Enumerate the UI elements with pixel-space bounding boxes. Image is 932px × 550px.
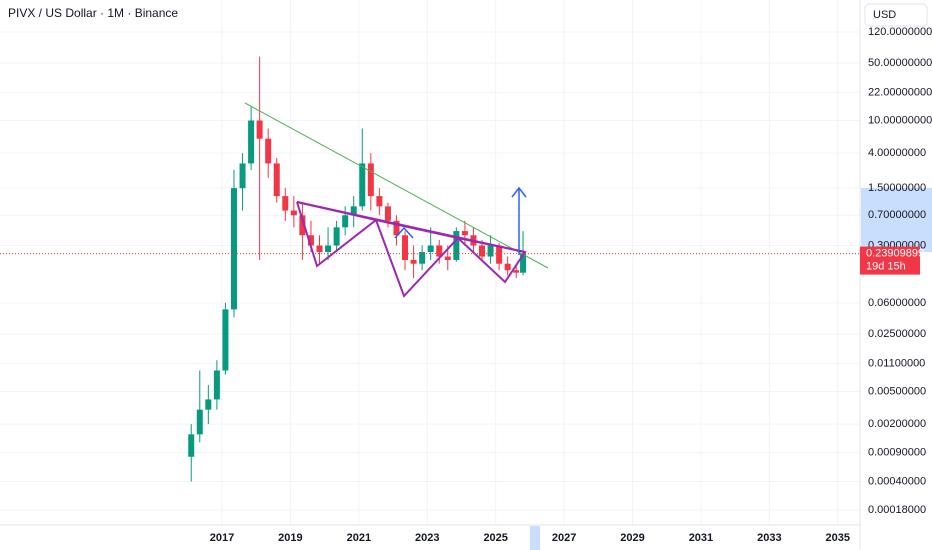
candle-body xyxy=(376,196,383,207)
axis-highlight xyxy=(861,188,932,252)
candle-body xyxy=(487,245,494,257)
grid xyxy=(0,0,860,525)
y-tick-label: 0.70000000 xyxy=(868,209,926,221)
x-tick-label: 2021 xyxy=(347,532,371,544)
candle-body xyxy=(461,231,468,236)
candle-body xyxy=(436,245,443,257)
y-tick-label: 0.01100000 xyxy=(868,357,925,369)
candle-body xyxy=(393,220,400,236)
y-tick-label: 0.00500000 xyxy=(868,385,926,397)
x-tick-label: 2029 xyxy=(620,532,644,544)
arrow xyxy=(394,226,414,239)
y-tick-label: 1.50000000 xyxy=(868,182,926,194)
candle-body xyxy=(453,231,460,260)
candle-body xyxy=(239,163,246,189)
candle-body xyxy=(342,215,349,228)
pattern xyxy=(296,201,527,298)
neckline xyxy=(296,201,526,253)
candle-body xyxy=(273,163,280,197)
x-tick-label: 2035 xyxy=(826,532,850,544)
candle-body xyxy=(196,409,203,435)
trendline xyxy=(244,102,549,269)
candle-body xyxy=(299,215,306,236)
candle-body xyxy=(205,399,212,410)
candle-body xyxy=(402,235,409,260)
candle-body xyxy=(188,434,195,457)
x-tick-label: 2027 xyxy=(552,532,576,544)
y-tick-label: 0.06000000 xyxy=(868,297,926,309)
target-arrow-head xyxy=(511,186,527,198)
candle-body xyxy=(427,245,434,253)
y-tick-label: 10.00000000 xyxy=(868,114,932,126)
price-tag-countdown: 19d 15h xyxy=(866,261,906,273)
candle-body xyxy=(256,120,263,139)
y-tick-label: 50.00000000 xyxy=(868,57,932,69)
currency-label[interactable]: USD xyxy=(873,9,896,21)
x-tick-label: 2031 xyxy=(689,532,713,544)
x-tick-label: 2019 xyxy=(278,532,302,544)
candle-body xyxy=(282,196,289,211)
x-tick-label: 2033 xyxy=(757,532,781,544)
candle-body xyxy=(222,309,229,371)
x-tick-label: 2017 xyxy=(210,532,234,544)
price-tag xyxy=(860,246,920,275)
candle-body xyxy=(367,163,374,197)
y-tick-label: 0.00018000 xyxy=(868,504,926,516)
candle-body xyxy=(316,245,323,253)
y-tick-label: 0.00040000 xyxy=(868,475,926,487)
y-tick-label: 22.00000000 xyxy=(868,86,932,98)
y-tick-label: 0.00200000 xyxy=(868,418,926,430)
candle-body xyxy=(496,245,503,264)
candle-body xyxy=(419,252,426,264)
candle-body xyxy=(213,370,220,400)
candle-body xyxy=(307,235,314,246)
axes: 120.00000000 50.00000000 22.00000000 10.000… xyxy=(0,26,932,544)
candle-body xyxy=(248,120,255,164)
candle-body xyxy=(410,259,417,264)
candle-body xyxy=(359,163,366,207)
y-tick-label: 0.00090000 xyxy=(868,446,926,458)
currency-button[interactable] xyxy=(864,3,928,27)
candle-body xyxy=(333,227,340,246)
y-tick-label: 0.02500000 xyxy=(868,328,926,340)
candle-body xyxy=(290,210,297,216)
candle-body xyxy=(513,270,520,273)
candle-body xyxy=(350,206,357,216)
candle-body xyxy=(444,256,451,260)
candle-body xyxy=(504,263,511,271)
y-tick-label: 4.00000000 xyxy=(868,147,926,159)
candle-body xyxy=(384,206,391,221)
chart-title: PIVX / US Dollar · 1M · Binance xyxy=(8,6,178,20)
price-tag-value: 0.23909899 xyxy=(866,248,924,260)
candle-body xyxy=(478,245,485,257)
x-tick-label: 2025 xyxy=(483,532,507,544)
time-highlight xyxy=(530,526,540,550)
x-tick-label: 2023 xyxy=(415,532,439,544)
y-tick-label: 120.00000000 xyxy=(868,26,932,38)
candle-body xyxy=(265,138,272,164)
candle-body xyxy=(325,245,332,253)
candle-body xyxy=(230,188,237,310)
candle-body xyxy=(520,253,527,273)
